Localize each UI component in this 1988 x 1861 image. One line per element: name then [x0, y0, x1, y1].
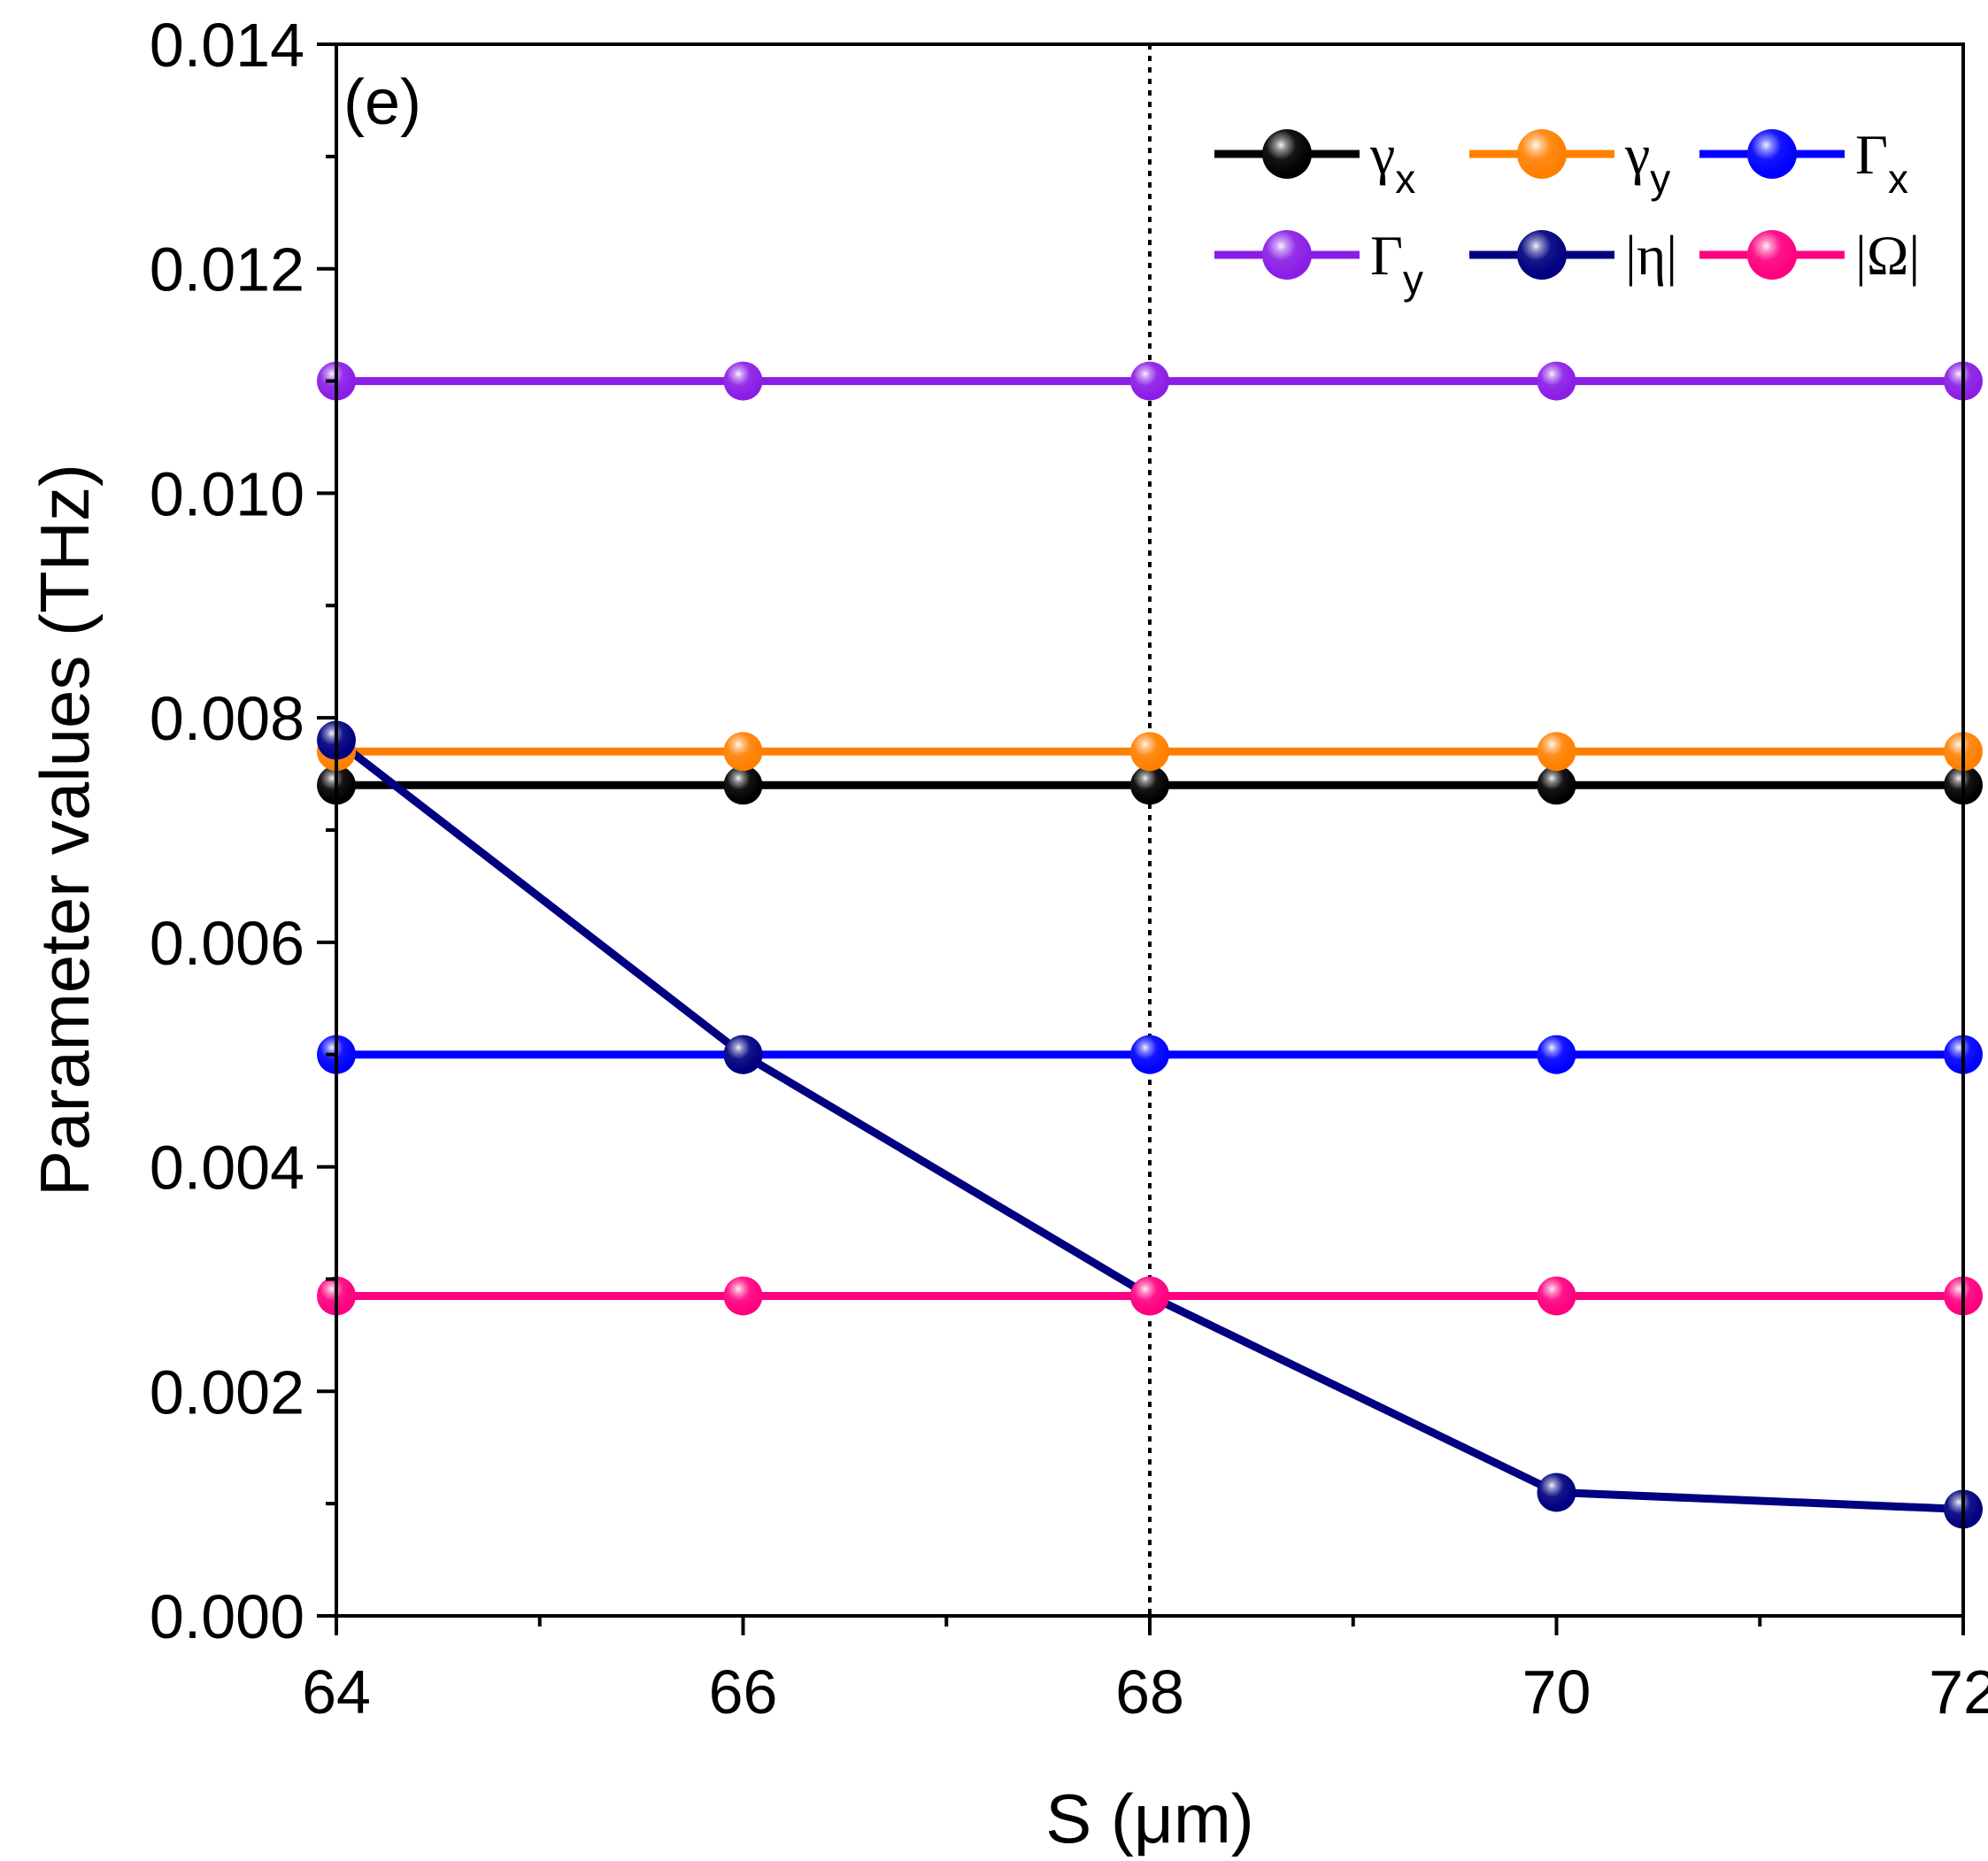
legend-marker-highlight [1517, 129, 1567, 179]
data-point-highlight [1537, 1034, 1576, 1074]
data-point-highlight [723, 1276, 763, 1316]
y-tick-label: 0.002 [150, 1357, 304, 1427]
legend-label: γx [1369, 123, 1415, 202]
legend-label: |Ω| [1855, 224, 1920, 287]
data-point-highlight [723, 361, 763, 401]
y-tick-label: 0.006 [150, 909, 304, 978]
data-point-highlight [1130, 361, 1169, 401]
legend-marker-highlight [1747, 230, 1797, 280]
legend-label: γy [1624, 123, 1670, 202]
x-tick-label: 64 [302, 1657, 371, 1726]
y-tick-label: 0.000 [150, 1582, 304, 1651]
y-tick-label: 0.010 [150, 459, 304, 528]
x-axis: 64 66 68 70 72 [302, 1616, 1988, 1726]
y-tick-label: 0.008 [150, 684, 304, 753]
data-point-highlight [1130, 1276, 1169, 1316]
legend-marker-highlight [1262, 230, 1312, 280]
legend-marker-highlight [1747, 129, 1797, 179]
legend-label: Γx [1855, 123, 1908, 202]
y-tick-label: 0.014 [150, 11, 304, 80]
data-point-highlight [1537, 1276, 1576, 1316]
legend-label: |η| [1625, 224, 1677, 287]
x-tick-label: 70 [1522, 1657, 1591, 1726]
legend-marker-highlight [1262, 129, 1312, 179]
y-axis-title: Parameter values (THz) [26, 464, 104, 1196]
y-tick-label: 0.012 [150, 235, 304, 304]
legend-label: Γy [1370, 224, 1423, 303]
data-point-highlight [1537, 361, 1576, 401]
y-axis: 0.000 0.002 0.004 0.006 0.008 0.010 0.012 0.014 [150, 11, 336, 1651]
data-point-highlight [1537, 765, 1576, 805]
data-point-highlight [723, 732, 763, 772]
panel-label: (e) [343, 67, 421, 138]
data-point-highlight [1537, 732, 1576, 772]
data-point-highlight [1130, 732, 1169, 772]
legend-marker-highlight [1517, 230, 1567, 280]
data-point-highlight [1130, 765, 1169, 805]
x-tick-label: 72 [1929, 1657, 1988, 1726]
data-point-highlight [723, 1034, 763, 1074]
y-tick-label: 0.004 [150, 1134, 304, 1203]
legend: γx γy Γx Γy |η| |Ω| [1214, 123, 1920, 303]
data-point-highlight [723, 765, 763, 805]
x-axis-title: S (μm) [1045, 1780, 1254, 1857]
x-tick-label: 68 [1115, 1657, 1184, 1726]
data-point-highlight [1537, 1473, 1576, 1512]
data-point-highlight [1130, 1034, 1169, 1074]
x-tick-label: 66 [709, 1657, 778, 1726]
